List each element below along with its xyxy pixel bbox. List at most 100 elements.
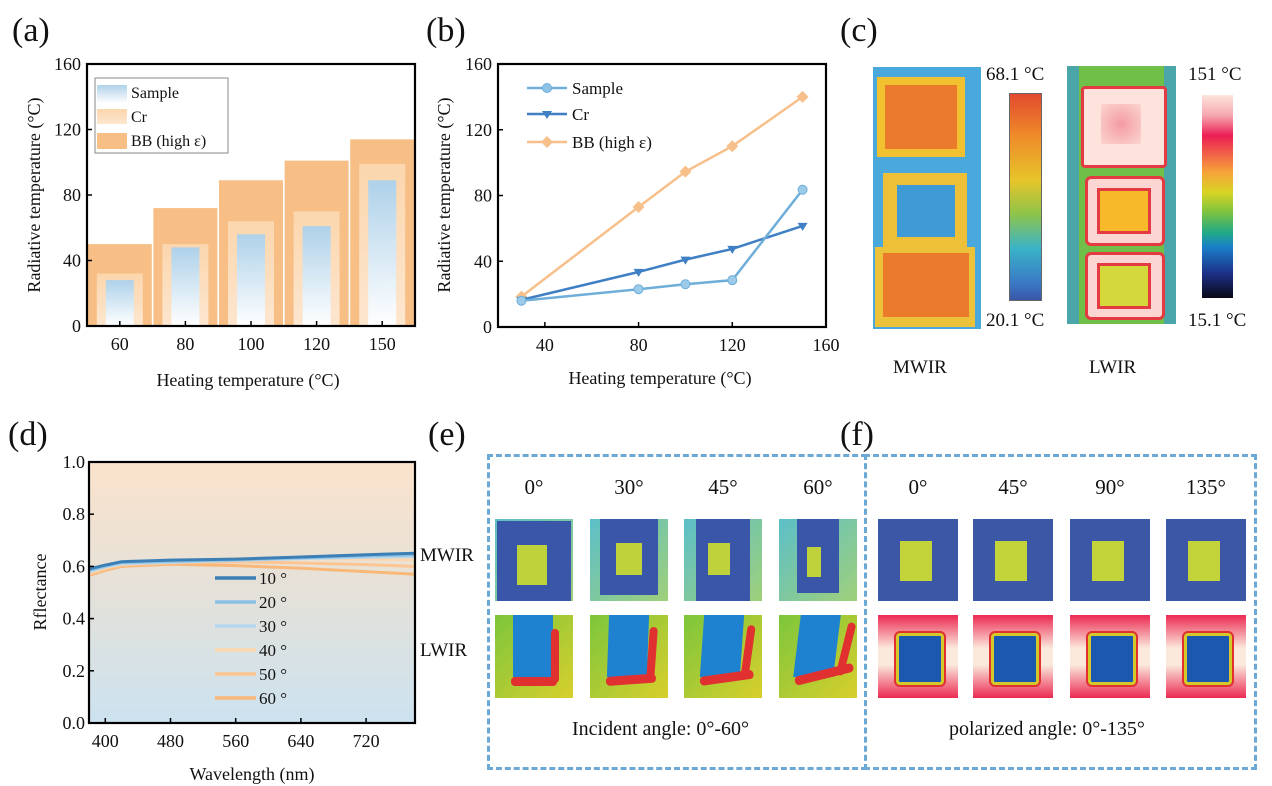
data-point (727, 275, 738, 286)
x-tick-label: 160 (813, 335, 840, 355)
data-point (680, 279, 691, 290)
f-lwir-thumb-3 (1166, 615, 1246, 698)
legend-label: 30 ° (259, 617, 287, 636)
e-mwir-thumb-2 (684, 519, 762, 601)
e-angle-60: 60° (803, 475, 833, 499)
lwir-thermal-image (1067, 66, 1176, 324)
x-axis-label: Heating temperature (°C) (568, 368, 751, 389)
legend-label: 40 ° (259, 641, 287, 660)
mwir-thermal-image (873, 67, 981, 329)
y-axis-label: Rflectance (30, 554, 50, 631)
e-angle-45: 45° (708, 475, 738, 499)
y-tick-label: 80 (474, 186, 492, 206)
y-tick-label: 120 (465, 120, 492, 140)
chart-d-line: 0.0 0.2 0.4 0.6 0.8 1.0 400 480 560 640 720 10 ° 20… (30, 452, 417, 785)
panel-e-frame (487, 454, 867, 770)
legend-marker-cr (542, 111, 552, 119)
e-mwir-thumb-0 (495, 519, 573, 601)
x-tick-label: 100 (238, 334, 265, 354)
y-axis-label: Radiative temperature (°C) (434, 97, 455, 292)
data-point (680, 256, 691, 265)
series-line-sample (521, 188, 804, 302)
e-lwir-thumb-1 (590, 615, 668, 698)
data-point (797, 222, 808, 231)
legend-label-sample: Sample (131, 85, 179, 102)
data-point (679, 165, 692, 178)
bar-sample (302, 226, 331, 326)
y-tick-label: 80 (63, 185, 81, 205)
panel-label-b: (b) (426, 12, 466, 49)
legend-label: 50 ° (259, 665, 287, 684)
chart-a-bar: 0 40 80 120 160 60 80 100 120 150 Sample Cr BB (h… (24, 54, 417, 391)
f-mwir-thumb-3 (1166, 519, 1246, 601)
legend: Sample Cr BB (high ε) (94, 77, 229, 154)
x-tick-label: 120 (303, 334, 330, 354)
bar-sample (237, 234, 265, 326)
f-lwir-thumb-0 (878, 615, 958, 698)
y-tick-label: 0.4 (63, 609, 86, 629)
f-lwir-thumb-2 (1070, 615, 1150, 698)
plot-background (89, 462, 415, 723)
f-angle-90: 90° (1095, 475, 1125, 499)
mwir-color-scale (1009, 93, 1042, 301)
x-tick-label: 640 (287, 731, 314, 751)
chart-b-line: 0 40 80 120 160 40 80 120 160 Sample Cr BB (high… (434, 54, 840, 389)
row-label-mwir: MWIR (420, 545, 474, 566)
e-mwir-thumb-3 (779, 519, 857, 601)
panel-label-e: (e) (428, 416, 466, 453)
y-axis-label: Radiative temperature (°C) (24, 97, 45, 292)
data-point (796, 90, 809, 103)
legend-label-cr: Cr (131, 109, 148, 126)
y-tick-label: 0 (72, 316, 81, 336)
y-tick-label: 0.0 (63, 713, 86, 733)
legend-label-bb: BB (high ε) (131, 133, 206, 150)
f-caption: polarized angle: 0°-135° (949, 718, 1145, 740)
e-angle-30: 30° (614, 475, 644, 499)
panel-label-a: (a) (12, 12, 50, 49)
x-axis-label: Wavelength (nm) (189, 764, 314, 785)
x-tick-label: 60 (111, 334, 129, 354)
data-point (797, 184, 808, 195)
mwir-scale-min: 20.1 °C (986, 310, 1045, 331)
f-angle-0: 0° (908, 475, 928, 499)
panel-f-frame (864, 454, 1257, 770)
data-point (633, 268, 644, 277)
panel-label-c: (c) (840, 12, 878, 49)
y-tick-label: 0.2 (63, 661, 86, 681)
row-label-lwir: LWIR (420, 640, 468, 661)
mwir-label: MWIR (893, 357, 947, 378)
legend-marker-bb (541, 136, 553, 148)
legend-swatch-sample (97, 85, 127, 103)
y-tick-label: 120 (54, 120, 81, 140)
f-mwir-thumb-2 (1070, 519, 1150, 601)
legend-label-sample: Sample (572, 79, 623, 98)
plot-frame (87, 460, 417, 725)
e-caption: Incident angle: 0°-60° (572, 718, 750, 740)
legend-swatch-cr (97, 109, 127, 124)
panel-label-d: (d) (8, 416, 48, 453)
e-lwir-thumb-3 (779, 615, 857, 698)
f-mwir-thumb-0 (878, 519, 958, 601)
legend-label-bb: BB (high ε) (572, 133, 652, 152)
x-tick-label: 560 (222, 731, 249, 751)
legend-label-cr: Cr (572, 105, 589, 124)
x-tick-label: 720 (353, 731, 380, 751)
e-angle-0: 0° (524, 475, 544, 499)
data-point (633, 284, 644, 295)
e-mwir-thumb-1 (590, 519, 668, 601)
f-lwir-thumb-1 (973, 615, 1053, 698)
y-tick-label: 160 (54, 54, 81, 74)
e-lwir-thumb-2 (684, 615, 762, 698)
lwir-scale-max: 151 °C (1188, 64, 1242, 85)
bar-sample (105, 280, 134, 326)
series-line-10deg (88, 551, 416, 571)
bar-sample (368, 180, 397, 326)
data-point (727, 245, 738, 254)
e-lwir-thumb-0 (495, 615, 573, 698)
x-tick-label: 400 (92, 731, 119, 751)
lwir-scale-min: 15.1 °C (1188, 310, 1247, 331)
legend-label: 60 ° (259, 689, 287, 708)
y-tick-label: 160 (465, 54, 492, 74)
x-tick-label: 40 (536, 335, 554, 355)
y-tick-label: 0 (483, 317, 492, 337)
